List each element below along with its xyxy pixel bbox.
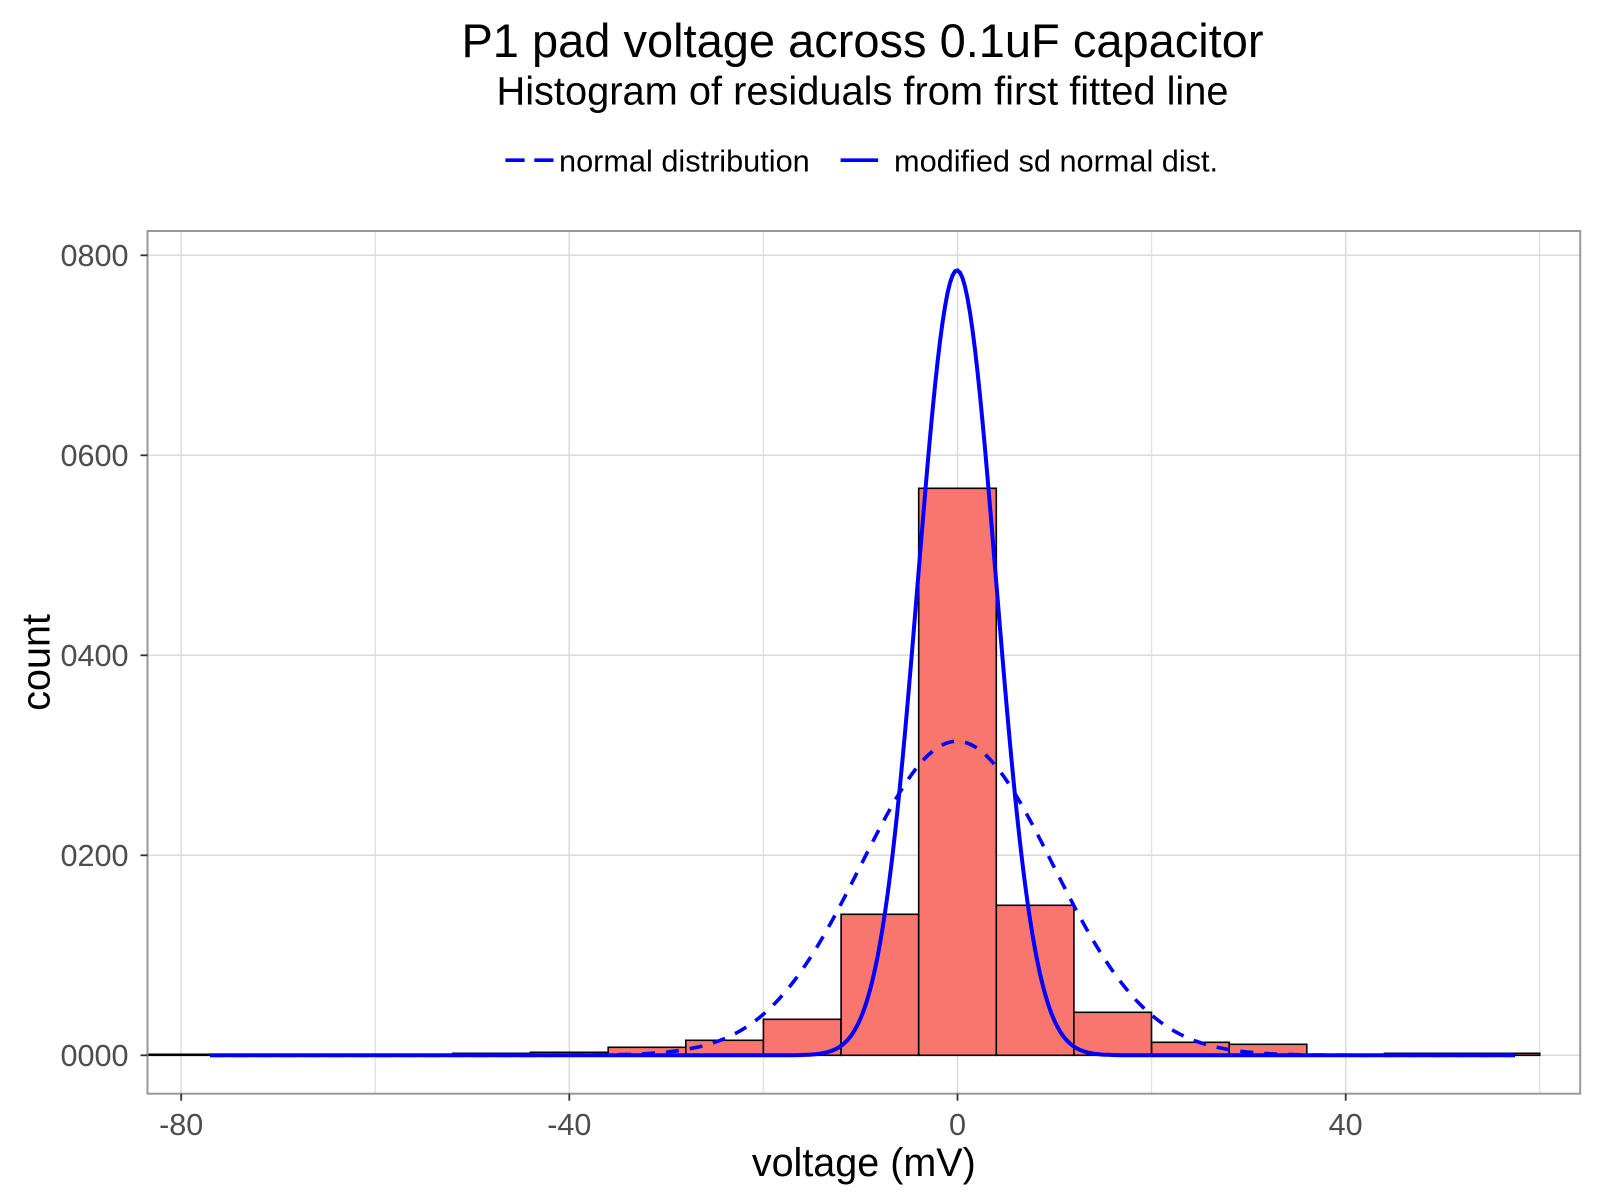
svg-text:0: 0: [949, 1108, 966, 1142]
svg-text:-80: -80: [159, 1108, 203, 1142]
svg-text:count: count: [15, 614, 59, 711]
svg-text:-40: -40: [547, 1108, 591, 1142]
svg-text:0000: 0000: [60, 1039, 128, 1073]
svg-text:40: 40: [1329, 1108, 1363, 1142]
svg-text:0800: 0800: [60, 239, 128, 273]
svg-text:modified sd normal dist.: modified sd normal dist.: [894, 143, 1218, 178]
svg-text:0200: 0200: [60, 839, 128, 873]
svg-text:normal distribution: normal distribution: [559, 143, 810, 178]
svg-text:0400: 0400: [60, 639, 128, 673]
svg-text:0600: 0600: [60, 439, 128, 473]
svg-text:Histogram of residuals from fi: Histogram of residuals from first fitted…: [496, 70, 1228, 114]
svg-text:voltage (mV): voltage (mV): [752, 1141, 976, 1185]
svg-text:P1 pad voltage across 0.1uF ca: P1 pad voltage across 0.1uF capacitor: [461, 14, 1263, 67]
